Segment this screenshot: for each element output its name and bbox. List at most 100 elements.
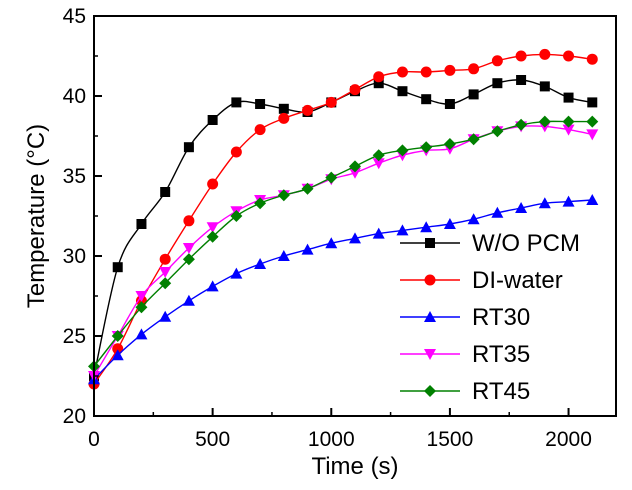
point-4-2 [135,301,148,314]
point-0-21 [587,97,598,108]
point-4-10 [325,171,338,184]
x-tick-label-3: 1500 [427,428,474,451]
legend-item-2: RT30 [400,304,530,331]
point-1-18 [515,50,527,62]
legend-marker-0 [425,238,435,248]
point-3-20 [562,124,575,136]
point-4-13 [396,144,409,157]
point-1-9 [302,104,314,116]
point-0-13 [397,86,408,97]
point-1-20 [563,50,575,62]
x-tick-label-4: 2000 [545,428,592,451]
point-2-15 [443,218,456,229]
series-line-4 [93,120,593,367]
point-4-1 [111,330,124,342]
point-2-18 [515,202,528,213]
point-4-8 [277,189,290,202]
point-4-14 [420,141,433,154]
series-line-2 [93,199,593,380]
point-4-5 [206,230,219,243]
point-2-7 [254,258,267,269]
data-layer [88,48,599,390]
point-0-16 [468,89,479,100]
point-0-18 [516,75,527,85]
point-2-21 [586,194,599,205]
point-0-17 [492,78,503,89]
point-1-17 [491,55,503,67]
y-tick-label-0: 20 [63,405,86,428]
point-3-4 [182,243,195,254]
point-3-12 [372,158,385,170]
point-1-8 [278,112,290,124]
point-2-6 [230,267,243,279]
point-2-10 [325,237,338,249]
point-1-19 [539,48,551,60]
legend-marker-3 [424,349,436,360]
point-4-12 [372,149,385,162]
point-4-19 [538,115,551,128]
point-1-10 [325,96,337,108]
point-3-5 [206,222,219,234]
legend-item-1: DI-water [400,267,563,294]
point-4-9 [301,182,314,195]
point-0-4 [183,142,194,153]
point-2-12 [372,227,385,239]
point-4-16 [467,133,480,146]
x-tick-label-2: 1000 [308,428,355,451]
y-axis-title: Temperature (°C) [23,124,50,308]
point-2-13 [396,224,409,236]
legend-label-4: RT45 [472,378,530,405]
point-2-16 [467,213,480,225]
point-1-3 [159,253,171,265]
legend-item-3: RT35 [400,341,530,368]
point-0-8 [278,103,289,114]
point-1-14 [420,66,432,78]
point-0-20 [563,92,574,103]
legend-marker-2 [424,311,436,322]
series-line-1 [93,53,593,385]
legend-item-0: W/O PCM [400,230,580,257]
legend-marker-1 [424,274,436,286]
axis-ticks: 0 500 1000 1500 2000 20 25 30 35 40 45 [63,5,592,451]
point-2-4 [182,294,195,306]
point-2-9 [301,243,314,255]
point-1-4 [183,215,195,227]
point-1-13 [396,66,408,78]
point-0-14 [421,94,432,105]
point-4-15 [443,138,456,150]
point-0-12 [373,78,384,89]
series-2 [88,194,599,385]
point-4-21 [586,115,599,128]
y-tick-label-3: 35 [63,165,86,188]
point-2-1 [111,349,124,361]
point-4-6 [230,210,243,222]
x-axis-title: Time (s) [311,453,398,480]
point-2-20 [562,195,575,207]
point-2-17 [491,206,504,218]
legend: W/O PCM DI-water RT30 RT35 RT45 [400,230,580,405]
legend-item-4: RT45 [400,378,530,405]
point-4-3 [159,277,172,290]
legend-label-3: RT35 [472,341,530,368]
point-1-7 [254,124,266,136]
point-2-14 [420,221,433,233]
legend-label-2: RT30 [472,304,530,331]
y-tick-label-2: 30 [63,245,86,268]
point-0-15 [444,99,455,109]
legend-marker-4 [424,385,436,397]
point-1-15 [444,64,456,76]
point-2-2 [135,328,148,340]
point-4-18 [515,118,528,131]
y-tick-label-5: 45 [63,5,86,28]
point-4-11 [349,160,361,173]
y-tick-label-1: 25 [63,325,86,348]
point-0-7 [255,99,266,109]
point-2-5 [206,280,219,292]
point-0-2 [136,219,147,229]
point-1-1 [112,343,124,355]
point-2-11 [349,232,361,244]
point-4-4 [182,253,195,266]
point-3-3 [159,267,172,278]
point-4-20 [562,115,575,128]
plot-frame [93,15,617,417]
